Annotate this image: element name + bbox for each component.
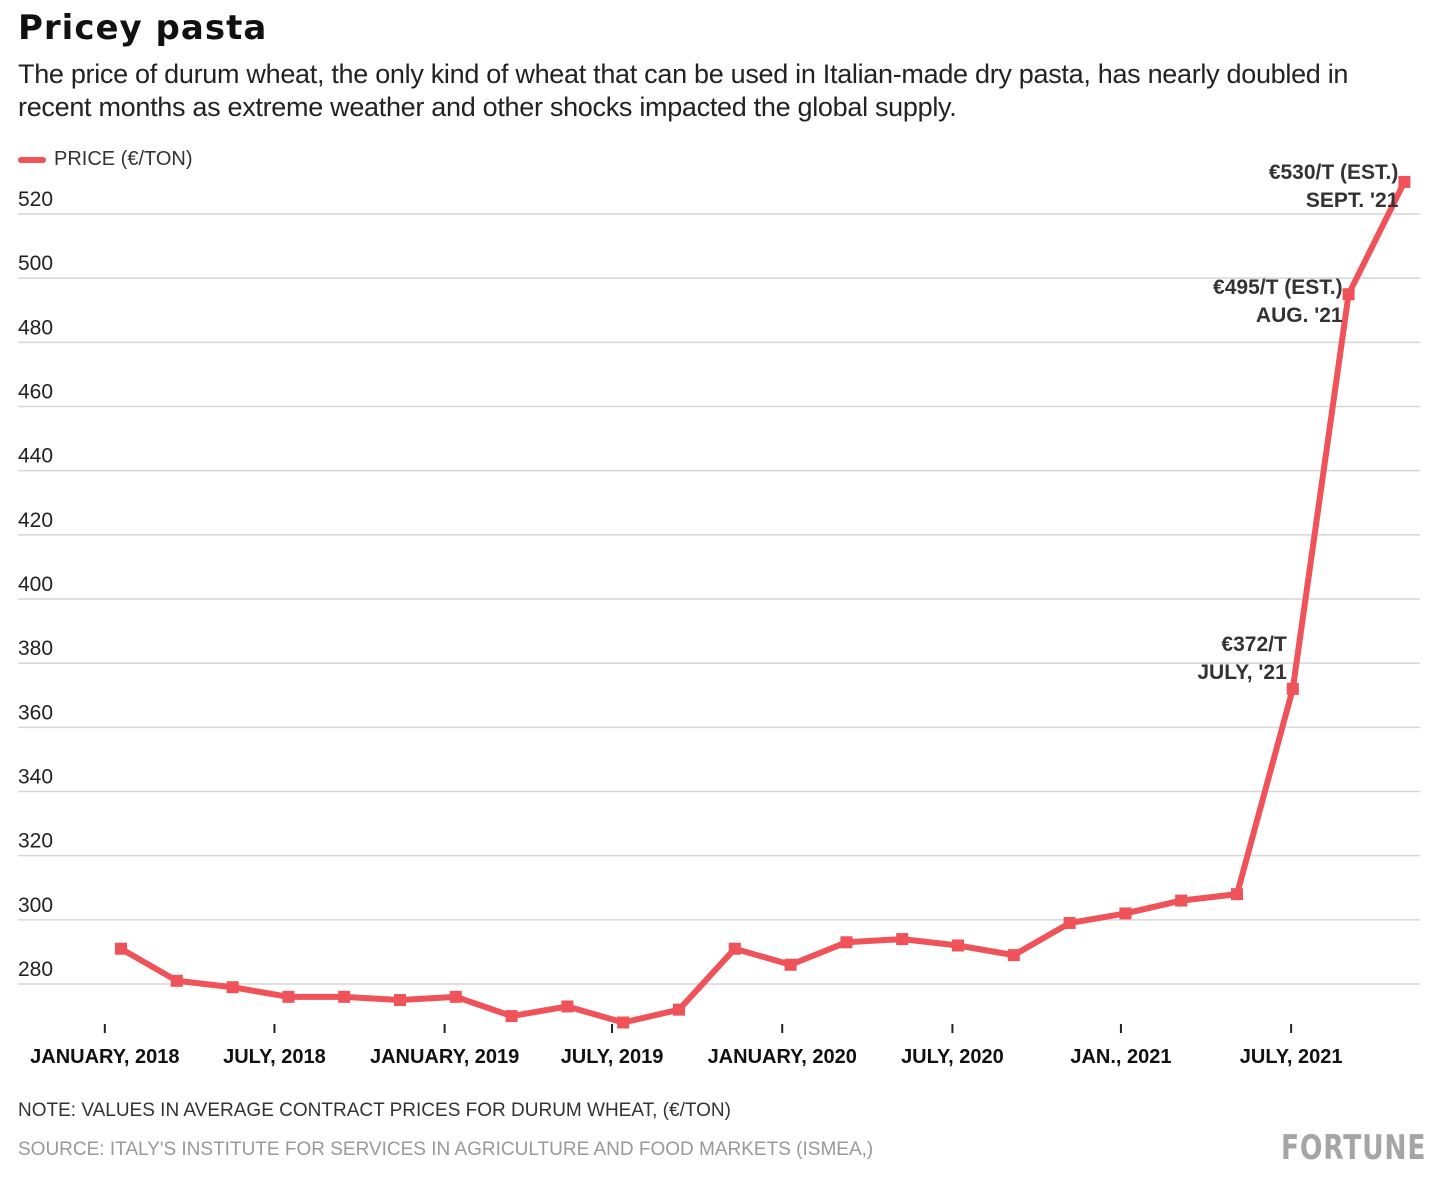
x-tick-label: JANUARY, 2020: [708, 1046, 857, 1068]
data-point: [170, 974, 183, 987]
fortune-logo: FORTUNE: [1280, 1128, 1426, 1168]
y-tick-label: 420: [18, 509, 53, 532]
data-point: [784, 958, 797, 971]
x-tick-label: JULY, 2019: [561, 1046, 664, 1068]
y-tick-label: 280: [18, 958, 53, 981]
data-point: [1286, 682, 1299, 695]
annotation-label: €372/T: [1221, 633, 1287, 656]
data-point: [1175, 894, 1188, 907]
data-point: [896, 933, 909, 946]
data-point: [1231, 888, 1243, 901]
data-point: [561, 1000, 574, 1013]
y-tick-label: 440: [18, 445, 53, 468]
data-point: [1398, 175, 1411, 188]
y-tick-label: 380: [18, 637, 53, 660]
data-point: [1063, 917, 1076, 930]
data-point: [1119, 907, 1132, 920]
y-tick-label: 480: [18, 316, 53, 339]
data-point: [617, 1016, 630, 1029]
x-tick-label: JANUARY, 2019: [370, 1046, 519, 1068]
data-point: [394, 994, 406, 1007]
chart-subtitle: The price of durum wheat, the only kind …: [18, 59, 1349, 122]
data-point: [673, 1003, 685, 1016]
annotation-label: AUG. '21: [1256, 304, 1343, 327]
y-tick-label: 300: [18, 894, 53, 917]
data-point: [115, 942, 127, 955]
legend: PRICE (€/TON): [18, 148, 193, 171]
data-point: [226, 981, 239, 994]
x-tick-label: JULY, 2018: [223, 1046, 326, 1068]
chart-note: NOTE: VALUES IN AVERAGE CONTRACT PRICES …: [18, 1100, 731, 1121]
data-point: [728, 942, 741, 955]
x-tick-label: JULY, 2021: [1240, 1046, 1343, 1068]
y-tick-label: 460: [18, 381, 53, 404]
chart-title: Pricey pasta: [18, 8, 268, 48]
legend-swatch: [18, 156, 46, 163]
y-tick-label: 340: [18, 766, 53, 789]
x-tick-label: JANUARY, 2018: [30, 1046, 179, 1068]
data-point: [1342, 288, 1355, 301]
y-tick-label: 360: [18, 701, 53, 724]
data-point: [449, 990, 462, 1003]
y-tick-label: 520: [18, 188, 53, 211]
annotation-label: €530/T (EST.): [1269, 161, 1399, 184]
y-tick-label: 320: [18, 830, 53, 853]
annotation-label: JULY, '21: [1197, 661, 1287, 684]
data-point: [338, 990, 351, 1003]
x-tick-label: JULY, 2020: [901, 1046, 1004, 1068]
y-tick-label: 500: [18, 252, 53, 275]
x-tick-label: JAN., 2021: [1070, 1046, 1171, 1068]
data-point: [282, 990, 295, 1003]
annotation-label: SEPT. '21: [1306, 189, 1399, 212]
annotation-label: €495/T (EST.): [1213, 276, 1343, 299]
data-point: [952, 939, 964, 952]
data-point: [1007, 949, 1020, 962]
data-point: [505, 1010, 518, 1023]
price-line: [119, 180, 1408, 1026]
chart-source: SOURCE: ITALY'S INSTITUTE FOR SERVICES I…: [18, 1139, 874, 1160]
data-point: [840, 936, 853, 949]
legend-label: PRICE (€/TON): [54, 148, 193, 170]
y-tick-label: 400: [18, 573, 53, 596]
